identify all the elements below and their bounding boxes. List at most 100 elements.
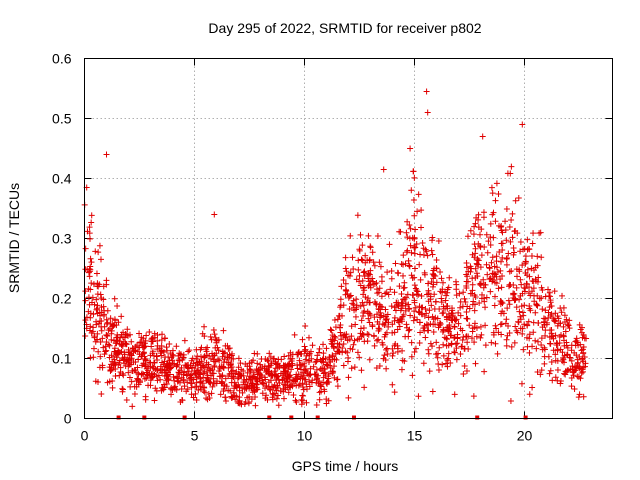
data-point [541, 360, 548, 367]
data-point [492, 218, 499, 225]
data-point [111, 316, 118, 323]
data-point [340, 362, 347, 369]
data-point [478, 295, 485, 302]
data-point [413, 241, 420, 248]
data-point [434, 315, 441, 322]
data-point [201, 323, 208, 330]
data-point [416, 309, 423, 316]
data-point [137, 339, 144, 346]
data-point [435, 367, 442, 374]
data-point [292, 377, 299, 384]
data-point [447, 360, 454, 367]
data-point [88, 219, 95, 226]
data-point [389, 329, 396, 336]
data-point [355, 266, 362, 273]
data-point [480, 209, 487, 216]
data-point [365, 315, 372, 322]
data-point [404, 234, 411, 241]
data-point [193, 397, 200, 404]
data-point [220, 327, 227, 334]
data-point [146, 329, 153, 336]
data-point [287, 372, 294, 379]
data-point [281, 364, 288, 371]
data-point [188, 371, 195, 378]
data-point [557, 377, 564, 384]
data-point [173, 343, 180, 350]
data-point [204, 396, 211, 403]
data-point [111, 359, 118, 366]
data-point [464, 315, 471, 322]
data-point [429, 388, 436, 395]
data-point [102, 343, 109, 350]
data-point [434, 354, 441, 361]
data-point [320, 359, 327, 366]
data-point [327, 358, 334, 365]
data-point [178, 364, 185, 371]
data-point [185, 348, 192, 355]
data-point [302, 347, 309, 354]
data-point [526, 349, 533, 356]
data-point [507, 238, 514, 245]
data-point [170, 352, 177, 359]
data-point [382, 306, 389, 313]
data-point [299, 336, 306, 343]
data-point [567, 365, 574, 372]
data-point [365, 295, 372, 302]
data-point [477, 264, 484, 271]
data-point [345, 374, 352, 381]
data-point [210, 375, 217, 382]
data-point [227, 360, 234, 367]
data-point [455, 309, 462, 316]
data-point [362, 252, 369, 259]
data-point [82, 245, 89, 252]
data-point [219, 372, 226, 379]
data-point [353, 276, 360, 283]
data-point [487, 220, 494, 227]
data-point [305, 334, 312, 341]
data-point [491, 273, 498, 280]
data-point [369, 249, 376, 256]
data-point [344, 358, 351, 365]
data-point [445, 355, 452, 362]
data-point [418, 292, 425, 299]
data-point [221, 356, 228, 363]
data-point [275, 402, 282, 409]
data-point [211, 364, 218, 371]
data-point [485, 238, 492, 245]
data-point [351, 337, 358, 344]
data-point [532, 264, 539, 271]
data-point [154, 331, 161, 338]
data-point [435, 237, 442, 244]
data-point [215, 347, 222, 354]
data-point [373, 311, 380, 318]
data-point [364, 338, 371, 345]
data-point [308, 355, 315, 362]
data-point [526, 391, 533, 398]
data-point [85, 308, 92, 315]
data-point [331, 337, 338, 344]
data-point [554, 366, 561, 373]
data-point [389, 352, 396, 359]
data-point [439, 279, 446, 286]
data-point [464, 278, 471, 285]
data-point [446, 328, 453, 335]
data-point [141, 375, 148, 382]
data-point [497, 298, 504, 305]
data-point [169, 357, 176, 364]
data-point [376, 326, 383, 333]
data-point [296, 381, 303, 388]
data-point [316, 345, 323, 352]
data-point [416, 319, 423, 326]
data-point [480, 276, 487, 283]
data-point [125, 332, 132, 339]
data-point [310, 363, 317, 370]
data-point [499, 229, 506, 236]
data-point [477, 323, 484, 330]
data-point [508, 267, 515, 274]
data-point [148, 343, 155, 350]
data-point [379, 341, 386, 348]
data-point [217, 391, 224, 398]
data-point [267, 386, 274, 393]
data-point [277, 388, 284, 395]
data-point [452, 341, 459, 348]
